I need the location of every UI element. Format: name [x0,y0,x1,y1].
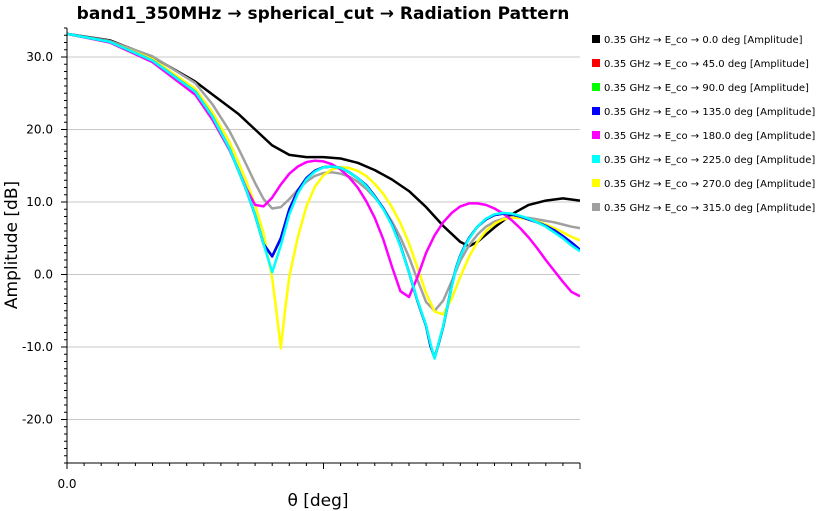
series-line-5 [67,32,580,360]
series-line-7 [67,32,580,313]
y-tick-label: 30.0 [26,50,53,64]
series-line-1 [67,32,580,360]
series-line-6 [67,32,580,350]
legend-swatch [592,83,600,91]
series-line-2 [67,32,580,360]
legend-swatch [592,179,600,187]
legend-swatch [592,203,600,211]
legend-label: 0.35 GHz → E_co → 225.0 deg [Amplitude] [604,155,815,166]
legend-label: 0.35 GHz → E_co → 0.0 deg [Amplitude] [604,35,803,46]
y-tick-label: 20.0 [26,123,53,137]
y-tick-label: 10.0 [26,195,53,209]
legend-swatch [592,35,600,43]
legend-label: 0.35 GHz → E_co → 315.0 deg [Amplitude] [604,203,815,214]
ticks: 30.0 20.0 10.0 0.0 -10.0 -20.0 0.0 [22,27,581,491]
legend: 0.35 GHz → E_co → 0.0 deg [Amplitude] 0.3… [592,35,815,214]
legend-label: 0.35 GHz → E_co → 270.0 deg [Amplitude] [604,179,815,190]
legend-label: 0.35 GHz → E_co → 45.0 deg [Amplitude] [604,59,809,70]
legend-label: 0.35 GHz → E_co → 135.0 deg [Amplitude] [604,107,815,118]
chart-title: band1_350MHz → spherical_cut → Radiation… [77,4,570,24]
legend-swatch [592,107,600,115]
series-line-3 [67,32,580,360]
legend-label: 0.35 GHz → E_co → 180.0 deg [Amplitude] [604,131,815,142]
x-tick-label: 0.0 [57,477,76,491]
y-tick-label: 0.0 [34,268,53,282]
plot-area [67,32,580,360]
y-tick-label: -20.0 [22,413,53,427]
legend-label: 0.35 GHz → E_co → 90.0 deg [Amplitude] [604,83,809,94]
legend-swatch [592,59,600,67]
series-lines [67,32,580,360]
series-line-4 [67,32,580,299]
y-axis-label: Amplitude [dB] [2,181,22,309]
axes [66,28,580,464]
legend-swatch [592,131,600,139]
legend-swatch [592,155,600,163]
grid-lines [67,56,580,420]
x-axis-label: θ [deg] [287,491,348,511]
y-tick-label: -10.0 [22,340,53,354]
